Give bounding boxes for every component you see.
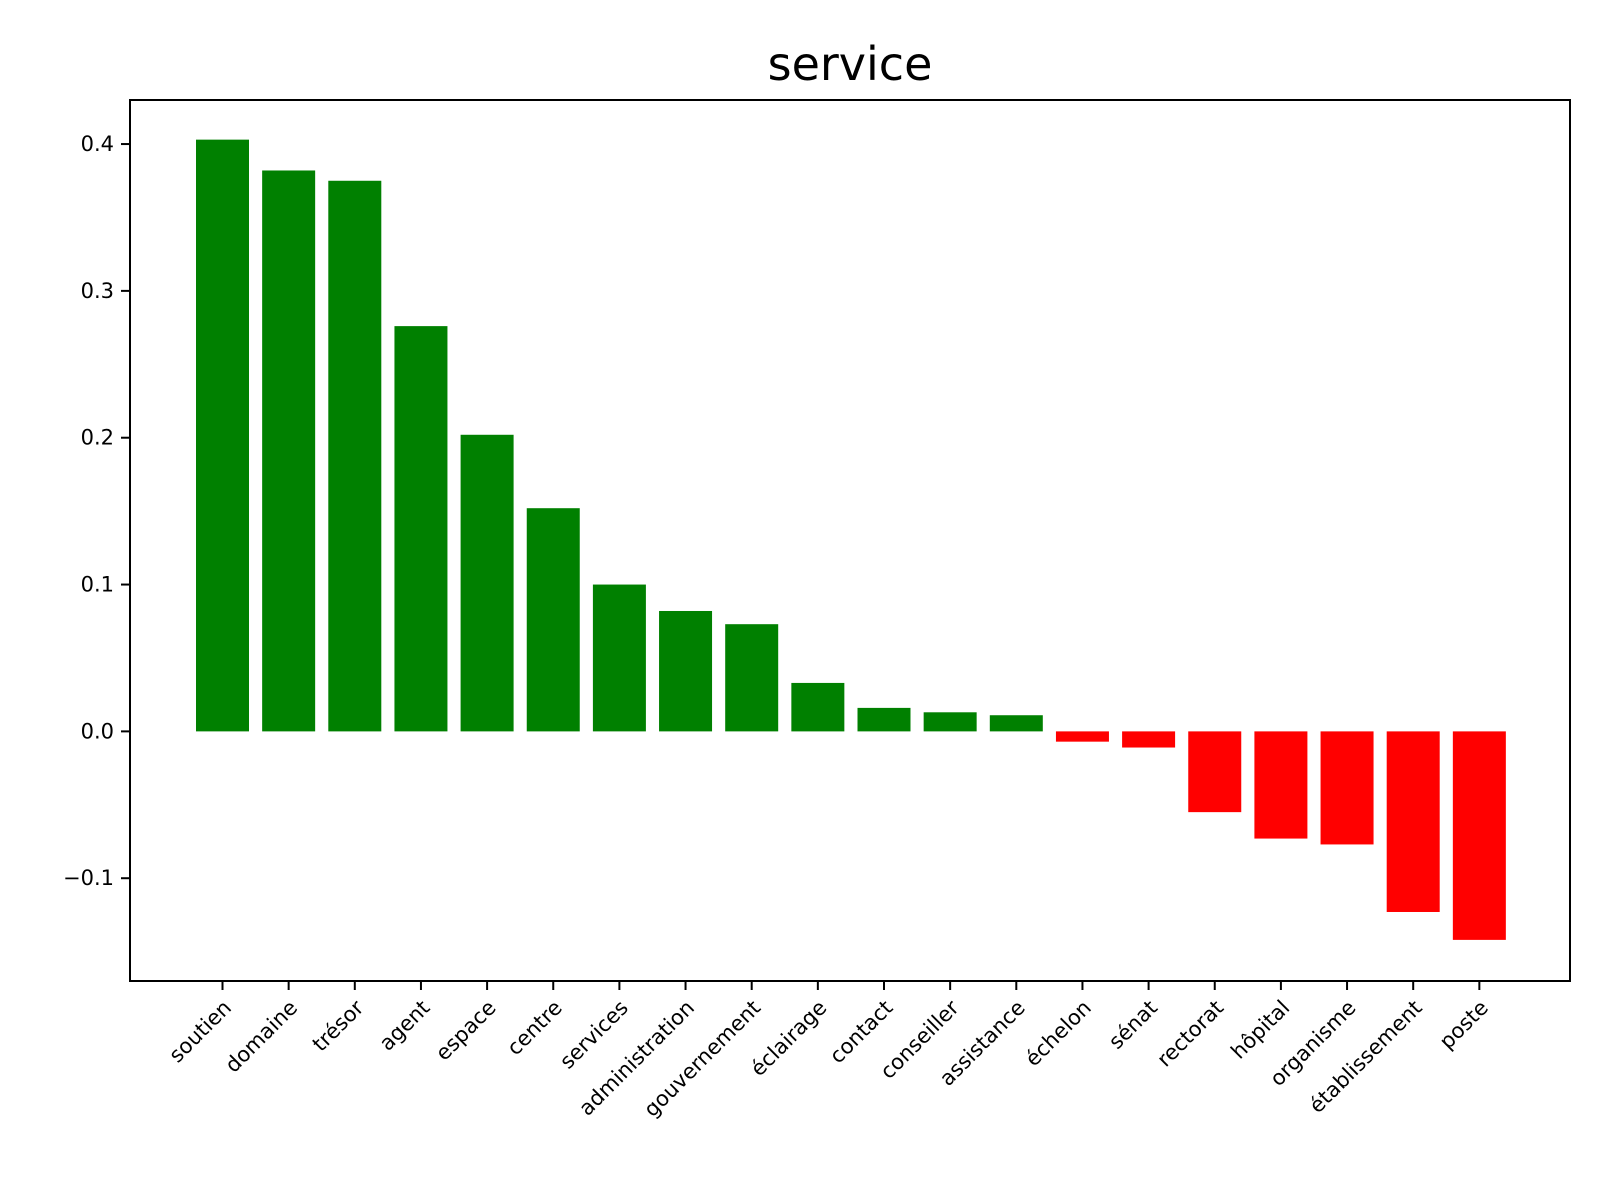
- y-tick-label: 0.4: [81, 132, 114, 156]
- y-tick-label: 0.3: [81, 279, 114, 303]
- x-tick-label-poste: poste: [1435, 996, 1493, 1054]
- x-tick-label-domaine: domaine: [220, 996, 302, 1078]
- x-tick-label-établissement: établissement: [1305, 996, 1427, 1118]
- y-tick-label: 0.0: [81, 719, 114, 743]
- plot-frame: [129, 99, 1571, 982]
- x-tick-label-rectorat: rectorat: [1152, 996, 1228, 1072]
- bar-espace: [460, 434, 514, 732]
- x-tick-label-administration: administration: [574, 996, 699, 1121]
- bar-domaine: [262, 170, 316, 732]
- x-tick-label-échelon: échelon: [1021, 996, 1096, 1071]
- bar-assistance: [989, 715, 1043, 732]
- bar-services: [592, 584, 646, 732]
- x-tick-label-trésor: trésor: [308, 995, 369, 1056]
- x-tick-label-hôpital: hôpital: [1226, 996, 1294, 1064]
- x-tick-label-espace: espace: [431, 996, 501, 1066]
- bar-établissement: [1386, 731, 1440, 912]
- bar-administration: [659, 610, 713, 732]
- bar-agent: [394, 326, 448, 732]
- bar-hôpital: [1254, 731, 1308, 839]
- y-axis: −0.1 0.0 0.1 0.2 0.3 0.4: [63, 132, 130, 890]
- bar-contact: [857, 707, 911, 732]
- bars-group: [196, 139, 1506, 940]
- x-tick-label-gouvernement: gouvernement: [639, 996, 765, 1122]
- y-tick-label: 0.2: [81, 426, 114, 450]
- bar-conseiller: [923, 712, 977, 732]
- bar-centre: [526, 508, 580, 732]
- x-tick-label-sénat: sénat: [1104, 996, 1162, 1054]
- y-tick-label: 0.1: [81, 573, 114, 597]
- bar-organisme: [1320, 731, 1374, 845]
- bar-éclairage: [791, 682, 845, 732]
- bar-échelon: [1055, 731, 1109, 742]
- bar-soutien: [196, 139, 249, 732]
- chart-title: service: [768, 37, 933, 91]
- bar-trésor: [328, 180, 382, 732]
- bar-poste: [1452, 731, 1506, 940]
- x-tick-label-centre: centre: [502, 996, 566, 1060]
- x-tick-label-agent: agent: [375, 996, 435, 1056]
- bar-sénat: [1122, 731, 1176, 748]
- y-tick-label: −0.1: [63, 866, 114, 890]
- bar-rectorat: [1188, 731, 1242, 813]
- bar-gouvernement: [725, 624, 779, 732]
